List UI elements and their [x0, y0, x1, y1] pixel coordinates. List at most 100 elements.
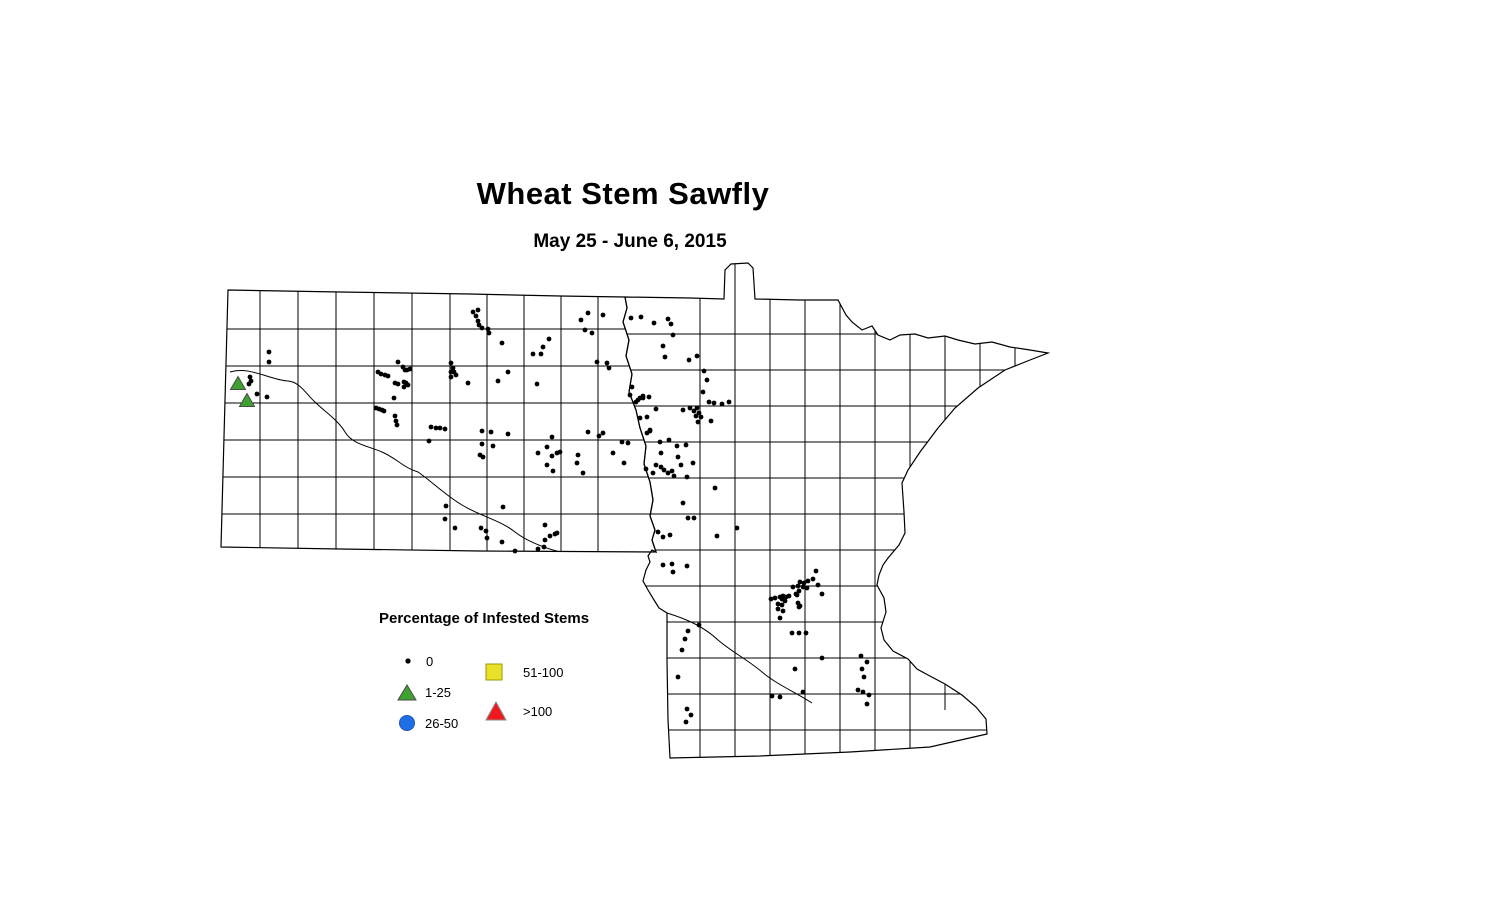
map-point — [534, 381, 540, 387]
map-point — [546, 336, 552, 342]
legend-label-1-25: 1-25 — [425, 684, 452, 700]
legend-label-26-50: 26-50 — [425, 715, 459, 731]
map-point — [575, 452, 581, 458]
map-point — [796, 588, 802, 594]
map-point — [777, 694, 783, 700]
map-point — [819, 591, 825, 597]
dot-icon — [405, 658, 411, 664]
map-point — [465, 380, 471, 386]
map-point — [395, 381, 401, 387]
map-point — [685, 515, 691, 521]
map-point — [712, 485, 718, 491]
missouri-river-line — [229, 370, 561, 552]
map-point — [701, 368, 707, 374]
map-point — [544, 444, 550, 450]
map-point — [381, 408, 387, 414]
legend-label-gt100: >100 — [523, 703, 553, 719]
map-point — [585, 310, 591, 316]
map-point — [480, 454, 486, 460]
map-point — [549, 434, 555, 440]
map-point — [505, 369, 511, 375]
map-point — [453, 372, 459, 378]
map-point — [505, 431, 511, 437]
map-point — [860, 689, 866, 695]
map-point — [682, 636, 688, 642]
map-point — [775, 606, 781, 612]
map-point — [495, 378, 501, 384]
map-point — [499, 539, 505, 545]
map-point — [686, 357, 692, 363]
map-point — [484, 535, 490, 541]
map-point — [688, 712, 694, 718]
map-point — [704, 377, 710, 383]
map-point — [810, 576, 816, 582]
map-point — [437, 425, 443, 431]
map-point — [711, 400, 717, 406]
map-point — [801, 580, 807, 586]
map-point — [582, 327, 588, 333]
green-triangle-icon — [397, 684, 417, 701]
map-point — [448, 374, 454, 380]
map-point — [819, 655, 825, 661]
map-point — [392, 413, 398, 419]
map-point — [777, 615, 783, 621]
map-point — [395, 359, 401, 365]
map-point — [547, 533, 553, 539]
map-point — [585, 429, 591, 435]
map-point — [662, 354, 668, 360]
map-point — [443, 503, 449, 509]
legend-label-51-100: 51-100 — [523, 664, 564, 680]
map-point — [680, 407, 686, 413]
map-point — [696, 622, 702, 628]
map-point — [691, 515, 697, 521]
map-point — [479, 325, 485, 331]
legend-item-51-100: 51-100 — [484, 662, 563, 682]
map-point — [385, 373, 391, 379]
map-point — [650, 470, 656, 476]
page-title: Wheat Stem Sawfly — [476, 176, 770, 211]
map-point — [426, 438, 432, 444]
map-point — [544, 462, 550, 468]
map-point — [726, 399, 732, 405]
map-point — [670, 569, 676, 575]
map-point — [644, 414, 650, 420]
map-point — [407, 366, 413, 372]
map-point — [653, 406, 659, 412]
map-point — [719, 401, 725, 407]
map-point — [786, 593, 792, 599]
map-point — [805, 578, 811, 584]
map-point — [541, 544, 547, 550]
map-point — [589, 330, 595, 336]
map-point — [549, 453, 555, 459]
map-point — [499, 340, 505, 346]
map-point — [714, 533, 720, 539]
map-point — [254, 391, 260, 397]
map-point — [696, 410, 702, 416]
legend-title: Percentage of Infested Stems — [379, 610, 590, 627]
map-point — [792, 666, 798, 672]
map-point — [796, 630, 802, 636]
map-point — [859, 666, 865, 672]
map-point — [803, 630, 809, 636]
map-point — [675, 674, 681, 680]
map-point — [796, 604, 802, 610]
map-point — [557, 449, 563, 455]
map-point — [479, 428, 485, 434]
map-point — [671, 473, 677, 479]
map-point — [476, 322, 482, 328]
map-point — [621, 460, 627, 466]
map-point — [535, 546, 541, 552]
map-point — [687, 405, 693, 411]
map-point — [658, 450, 664, 456]
map-point — [794, 592, 800, 598]
map-point — [247, 374, 253, 380]
map-point — [782, 598, 788, 604]
map-point — [405, 382, 411, 388]
map-point — [485, 326, 491, 332]
map-point — [797, 579, 803, 585]
map-point — [478, 525, 484, 531]
map-point — [804, 585, 810, 591]
map-point — [580, 470, 586, 476]
map-point — [646, 394, 652, 400]
